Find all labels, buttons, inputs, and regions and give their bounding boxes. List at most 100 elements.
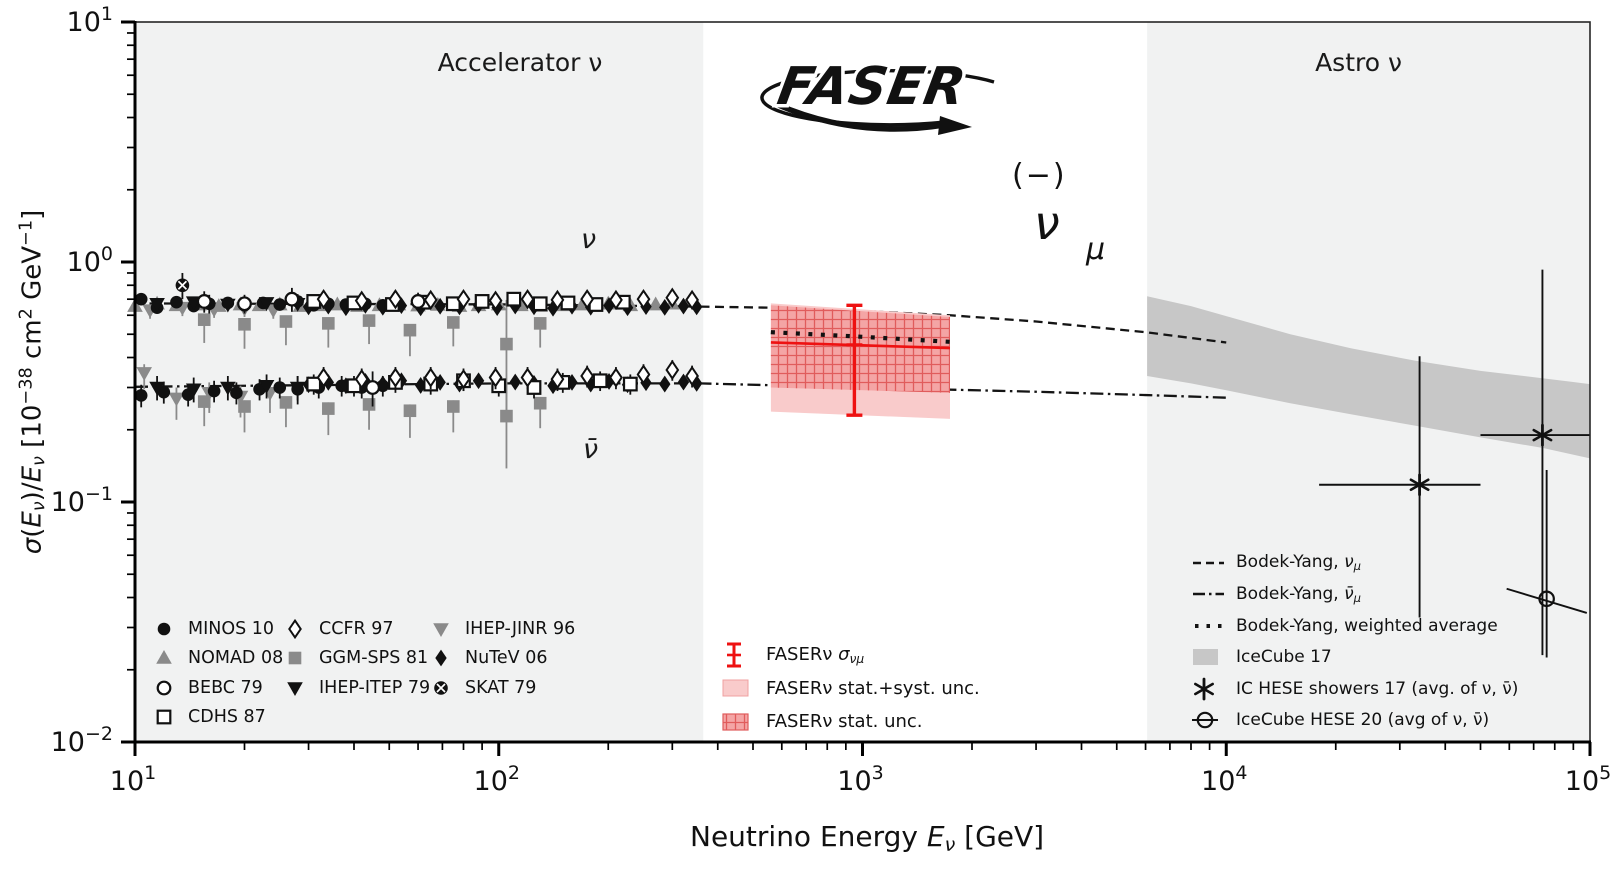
- legend-item-label: MINOS 10: [188, 618, 275, 639]
- series-skat-79: [175, 272, 190, 300]
- legend-item-label: FASERν σνμ: [766, 643, 865, 666]
- legend-marker: [152, 704, 188, 730]
- x-tick-label: 105: [1565, 762, 1611, 797]
- legend-marker: [1192, 613, 1236, 639]
- legend-item: NOMAD 08: [152, 644, 283, 674]
- legend-item-label: IHEP-ITEP 79: [319, 677, 431, 698]
- legend-item-label: IHEP-JINR 96: [465, 618, 576, 639]
- legend-item: FASERν stat.+syst. unc.: [722, 672, 980, 706]
- legend-marker: [722, 675, 766, 701]
- hese-icon: [1192, 711, 1218, 729]
- legend-item: IceCube 17: [1192, 642, 1518, 674]
- legend-item-label: FASERν stat.+syst. unc.: [766, 677, 980, 699]
- legend-marker: [152, 645, 188, 671]
- band_hatch-icon: [722, 713, 749, 731]
- axes-frame: [121, 20, 1592, 756]
- legend-item: SKAT 79: [429, 673, 629, 703]
- series-ihep-itep-79: [149, 296, 306, 403]
- legend-item: IHEP-JINR 96: [429, 614, 629, 644]
- legend-item: BEBC 79: [152, 673, 283, 703]
- series-bebc-79: [196, 287, 426, 407]
- legend-item: Bodek-Yang, νμ: [1192, 547, 1518, 579]
- x-tick-label: 101: [110, 762, 156, 797]
- tri-icon: [156, 650, 172, 665]
- y-tick-label: 101: [67, 3, 113, 38]
- legend-marker: [1192, 676, 1236, 702]
- legend-item-label: CDHS 87: [188, 707, 266, 728]
- band_light-icon: [722, 679, 749, 697]
- legend-marker: [283, 645, 319, 671]
- legend-item: CCFR 97: [283, 614, 429, 644]
- faser-logo: FASER: [736, 36, 1026, 146]
- legend-marker: [152, 616, 188, 642]
- theory-line-dashdot: [134, 382, 1227, 399]
- legend-item-label: NOMAD 08: [188, 648, 284, 669]
- osq-icon: [156, 709, 172, 725]
- nu-annotation: ν: [581, 224, 597, 255]
- legend-faser: FASERν σνμ FASERν stat.+syst. unc. FASERν …: [722, 638, 980, 739]
- x-axis-title: Neutrino Energy Eν [GeV]: [690, 820, 1045, 856]
- gray_band-icon: [1193, 649, 1218, 666]
- dashed-icon: [1193, 561, 1224, 564]
- theory-line-dotted: [770, 330, 951, 344]
- nu-mu-symbol: ν: [1034, 196, 1060, 250]
- legend-marker: [1192, 644, 1236, 670]
- circle-icon: [157, 622, 171, 636]
- faser-logo-orbit: [760, 69, 995, 135]
- experiment-data-points: [127, 272, 703, 469]
- dtri-icon: [433, 622, 449, 637]
- legend-item-label: Bodek-Yang, ν̄μ: [1236, 583, 1361, 605]
- odia-icon: [288, 618, 302, 639]
- legend-item: IHEP-ITEP 79: [283, 673, 431, 703]
- legend-item: FASERν stat. unc.: [722, 705, 980, 739]
- legend-item-label: GGM-SPS 81: [319, 648, 429, 669]
- nu-mu-parens: (−): [1012, 158, 1067, 193]
- dia-icon: [435, 649, 447, 667]
- y-axis-title: σ(Eν)/Eν [10−38 cm2 GeV−1]: [16, 209, 50, 555]
- legend-item: Bodek-Yang, weighted average: [1192, 610, 1518, 642]
- dtri-icon: [287, 681, 303, 696]
- y-tick-label: 10−1: [51, 483, 113, 518]
- faser-logo-graphic: FASER: [760, 53, 995, 135]
- icecube-17-band: [1147, 296, 1590, 459]
- series-ggm-sps-81: [197, 299, 547, 469]
- legend-marker: [429, 616, 465, 642]
- legend-marker: [1192, 707, 1236, 733]
- xcircle-icon: [434, 680, 448, 695]
- legend-item: Bodek-Yang, ν̄μ: [1192, 579, 1518, 611]
- legend-marker: [283, 675, 319, 701]
- legend-item-label: IC HESE showers 17 (avg. of ν, ν̄): [1236, 678, 1519, 699]
- faser-error-bar: [846, 303, 863, 417]
- legend-item-label: Bodek-Yang, νμ: [1236, 552, 1361, 574]
- legend-marker: [283, 616, 319, 642]
- legend-marker: [429, 645, 465, 671]
- legend-marker: [429, 675, 465, 701]
- x-tick-label: 103: [837, 762, 883, 797]
- region-label-astro: Astro ν: [1315, 48, 1402, 77]
- nubar-annotation: ν̄: [583, 434, 599, 465]
- legend-item: GGM-SPS 81: [283, 644, 429, 674]
- legend-astro: Bodek-Yang, νμ Bodek-Yang, ν̄μ Bodek-Yang,…: [1192, 547, 1518, 736]
- legend-item: CDHS 87: [152, 703, 283, 733]
- legend-marker: [722, 642, 766, 668]
- tick-labels: 101 102 103 104 105 101 100 10−1 10−2: [51, 3, 1612, 797]
- region-label-accelerator: Accelerator ν: [437, 48, 603, 77]
- legend-item: NuTeV 06: [429, 644, 629, 674]
- legend-item: IC HESE showers 17 (avg. of ν, ν̄): [1192, 673, 1518, 705]
- legend-item: MINOS 10: [152, 614, 283, 644]
- legend-item-label: IceCube 17: [1236, 647, 1332, 668]
- legend-marker: [152, 675, 188, 701]
- x-tick-label: 104: [1201, 762, 1247, 797]
- legend-item-label: IceCube HESE 20 (avg of ν, ν̄): [1236, 710, 1490, 731]
- ast-icon: [1194, 677, 1214, 701]
- sq-icon: [288, 651, 302, 665]
- legend-marker: [722, 709, 766, 735]
- x-tick-label: 102: [474, 762, 520, 797]
- legend-item: FASERν σνμ: [722, 638, 980, 672]
- ocircle-icon: [156, 680, 172, 696]
- legend-item: IceCube HESE 20 (avg of ν, ν̄): [1192, 705, 1518, 737]
- y-tick-label: 10−2: [51, 723, 113, 758]
- faser-logo-text: FASER: [773, 56, 971, 117]
